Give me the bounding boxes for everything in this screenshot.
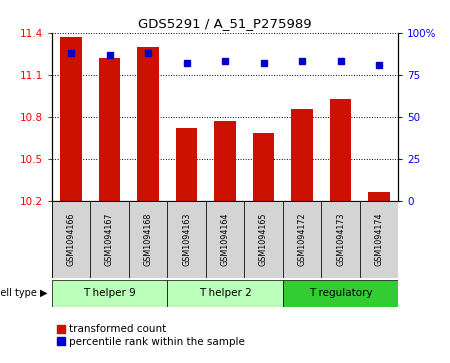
Bar: [176, 128, 197, 201]
Bar: [330, 99, 351, 201]
Bar: [52, 280, 167, 307]
Bar: [360, 201, 398, 278]
Text: GSM1094173: GSM1094173: [336, 213, 345, 266]
Bar: [52, 201, 90, 278]
Bar: [214, 121, 236, 201]
Bar: [292, 109, 313, 201]
Bar: [369, 192, 390, 201]
Text: GSM1094165: GSM1094165: [259, 213, 268, 266]
Bar: [206, 201, 244, 278]
Bar: [60, 37, 81, 201]
Bar: [167, 280, 283, 307]
Text: GSM1094172: GSM1094172: [297, 213, 306, 266]
Bar: [244, 201, 283, 278]
Text: T helper 2: T helper 2: [198, 288, 252, 298]
Bar: [283, 201, 321, 278]
Bar: [137, 47, 158, 201]
Text: T regulatory: T regulatory: [309, 288, 372, 298]
Legend: transformed count, percentile rank within the sample: transformed count, percentile rank withi…: [57, 325, 245, 347]
Bar: [99, 58, 120, 201]
Text: GSM1094166: GSM1094166: [67, 213, 76, 266]
Text: GSM1094164: GSM1094164: [220, 213, 230, 266]
Text: T helper 9: T helper 9: [83, 288, 136, 298]
Text: GSM1094168: GSM1094168: [144, 213, 153, 266]
Bar: [321, 201, 360, 278]
Text: GSM1094163: GSM1094163: [182, 213, 191, 266]
Text: cell type ▶: cell type ▶: [0, 288, 47, 298]
Bar: [253, 132, 274, 201]
Bar: [167, 201, 206, 278]
Bar: [283, 280, 398, 307]
Bar: [90, 201, 129, 278]
Text: GSM1094174: GSM1094174: [374, 213, 383, 266]
Title: GDS5291 / A_51_P275989: GDS5291 / A_51_P275989: [138, 17, 312, 30]
Text: GSM1094167: GSM1094167: [105, 213, 114, 266]
Bar: [129, 201, 167, 278]
